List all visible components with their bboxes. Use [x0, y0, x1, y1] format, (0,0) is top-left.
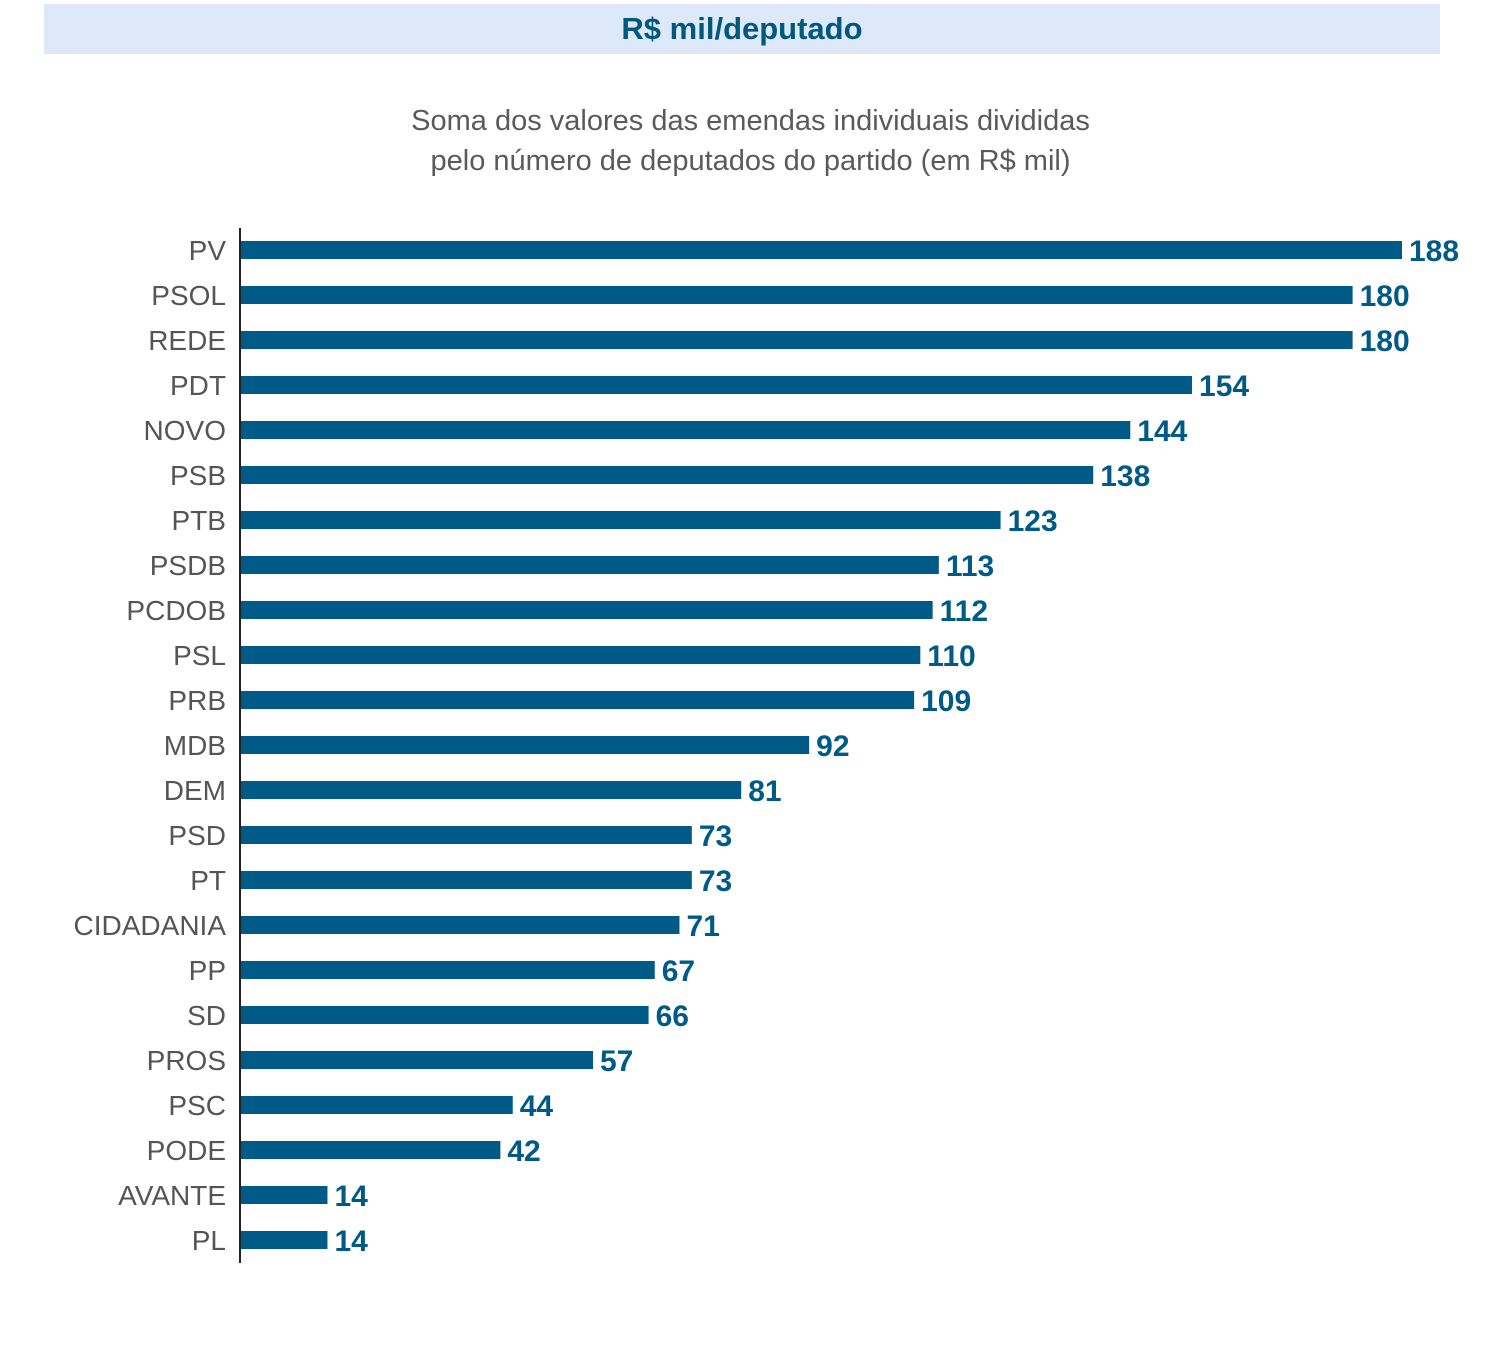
bar-pp	[241, 961, 655, 979]
value-label-pl: 14	[334, 1225, 368, 1258]
chart-title-band: R$ mil/deputado	[44, 4, 1440, 54]
category-label-dem: DEM	[164, 775, 226, 806]
category-label-pp: PP	[189, 955, 226, 986]
category-label-cidadania: CIDADANIA	[74, 910, 227, 941]
category-label-novo: NOVO	[144, 415, 226, 446]
bar-psd	[241, 826, 692, 844]
value-label-pp: 67	[662, 955, 695, 988]
category-label-psc: PSC	[168, 1090, 226, 1121]
bar-sd	[241, 1006, 649, 1024]
category-label-avante: AVANTE	[118, 1180, 226, 1211]
bar-mdb	[241, 736, 810, 754]
category-label-psl: PSL	[173, 640, 226, 671]
bar-cidadania	[241, 916, 680, 934]
bar-pl	[241, 1231, 328, 1249]
value-label-avante: 14	[334, 1180, 368, 1213]
value-label-prb: 109	[921, 685, 971, 718]
value-label-pv: 188	[1409, 235, 1459, 268]
chart-subtitle-line-1: Soma dos valores das emendas individuais…	[411, 105, 1090, 137]
bar-novo	[241, 421, 1131, 439]
value-label-pdt: 154	[1199, 370, 1249, 403]
value-label-psdb: 113	[946, 550, 994, 583]
bar-avante	[241, 1186, 328, 1204]
category-label-prb: PRB	[168, 685, 226, 716]
chart-subtitle-line-2: pelo número de deputados do partido (em …	[430, 145, 1071, 177]
value-label-pros: 57	[600, 1045, 633, 1078]
category-label-psb: PSB	[170, 460, 226, 491]
bar-pcdob	[241, 601, 933, 619]
chart-title: R$ mil/deputado	[621, 11, 863, 46]
bar-rede	[241, 331, 1353, 349]
category-label-psol: PSOL	[151, 280, 226, 311]
value-label-psc: 44	[520, 1090, 554, 1123]
value-label-cidadania: 71	[686, 910, 719, 943]
value-label-sd: 66	[656, 1000, 689, 1033]
category-label-pv: PV	[189, 235, 227, 266]
category-label-ptb: PTB	[172, 505, 226, 536]
value-label-novo: 144	[1137, 415, 1187, 448]
bar-pode	[241, 1141, 501, 1159]
bar-psl	[241, 646, 921, 664]
bar-pros	[241, 1051, 594, 1069]
bar-ptb	[241, 511, 1001, 529]
category-label-pode: PODE	[147, 1135, 226, 1166]
category-label-mdb: MDB	[164, 730, 226, 761]
category-label-pl: PL	[192, 1225, 226, 1256]
value-label-pode: 42	[507, 1135, 540, 1168]
category-label-pdt: PDT	[170, 370, 226, 401]
value-label-psl: 110	[927, 640, 975, 673]
value-label-pt: 73	[699, 865, 732, 898]
bar-prb	[241, 691, 915, 709]
value-label-ptb: 123	[1008, 505, 1058, 538]
category-label-pt: PT	[190, 865, 226, 896]
bar-dem	[241, 781, 742, 799]
category-label-psdb: PSDB	[150, 550, 226, 581]
value-label-rede: 180	[1360, 325, 1410, 358]
category-label-sd: SD	[187, 1000, 226, 1031]
bar-pv	[241, 241, 1402, 259]
bar-psol	[241, 286, 1353, 304]
category-label-psd: PSD	[168, 820, 226, 851]
category-label-rede: REDE	[148, 325, 226, 356]
category-label-pcdob: PCDOB	[126, 595, 226, 626]
bars-group: PV 188 PSOL 180 REDE 180 PDT 154 NOVO 144 PSB 138 PT…	[74, 235, 1460, 1258]
bar-pt	[241, 871, 692, 889]
value-label-pcdob: 112	[940, 595, 988, 628]
category-label-pros: PROS	[147, 1045, 226, 1076]
value-label-psb: 138	[1100, 460, 1150, 493]
value-label-mdb: 92	[816, 730, 849, 763]
bar-psdb	[241, 556, 939, 574]
bar-pdt	[241, 376, 1193, 394]
value-label-psol: 180	[1360, 280, 1410, 313]
value-label-psd: 73	[699, 820, 732, 853]
bar-psc	[241, 1096, 513, 1114]
bar-psb	[241, 466, 1094, 484]
value-label-dem: 81	[748, 775, 781, 808]
